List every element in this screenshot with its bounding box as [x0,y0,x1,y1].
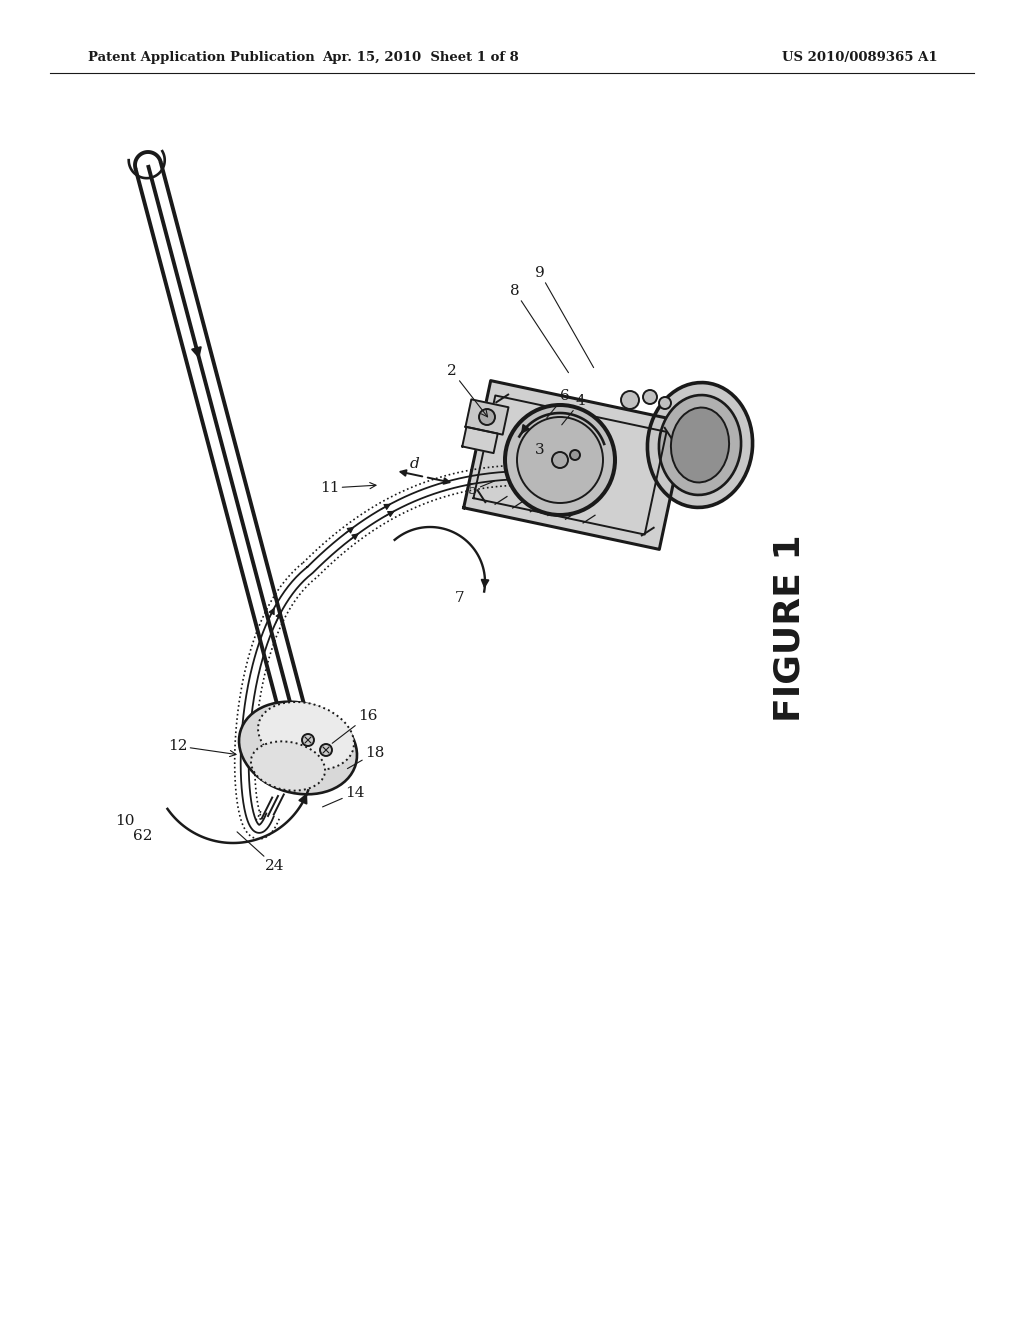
Text: US 2010/0089365 A1: US 2010/0089365 A1 [782,50,938,63]
Text: 2: 2 [447,364,487,417]
Text: 62: 62 [133,829,153,843]
Ellipse shape [671,408,729,482]
Text: 7: 7 [455,591,465,605]
Text: Apr. 15, 2010  Sheet 1 of 8: Apr. 15, 2010 Sheet 1 of 8 [322,50,518,63]
Text: 4: 4 [562,393,586,425]
Text: 11: 11 [319,480,376,495]
Circle shape [479,409,495,425]
Polygon shape [462,426,498,453]
Circle shape [319,744,332,756]
Text: 3: 3 [535,444,545,457]
Text: Patent Application Publication: Patent Application Publication [88,50,314,63]
Ellipse shape [251,742,325,791]
Text: 10: 10 [115,814,134,828]
Polygon shape [464,380,686,549]
Ellipse shape [239,702,357,795]
Circle shape [552,451,568,469]
Text: 5: 5 [468,480,495,498]
Circle shape [302,734,314,746]
Polygon shape [466,400,509,434]
Text: 24: 24 [238,832,285,873]
Ellipse shape [647,383,753,507]
Text: 16: 16 [332,709,378,743]
Ellipse shape [658,395,741,495]
Text: d: d [410,457,420,471]
Text: 9: 9 [535,267,594,367]
Circle shape [659,397,671,409]
Text: 12: 12 [168,739,236,756]
Circle shape [505,405,615,515]
Circle shape [570,450,580,459]
Text: FIGURE 1: FIGURE 1 [773,535,807,722]
Circle shape [643,389,657,404]
Text: 18: 18 [347,746,384,768]
Text: 14: 14 [323,785,365,807]
Text: 6: 6 [547,389,569,418]
Circle shape [517,417,603,503]
Circle shape [621,391,639,409]
Text: 8: 8 [510,284,568,372]
Ellipse shape [258,702,354,770]
